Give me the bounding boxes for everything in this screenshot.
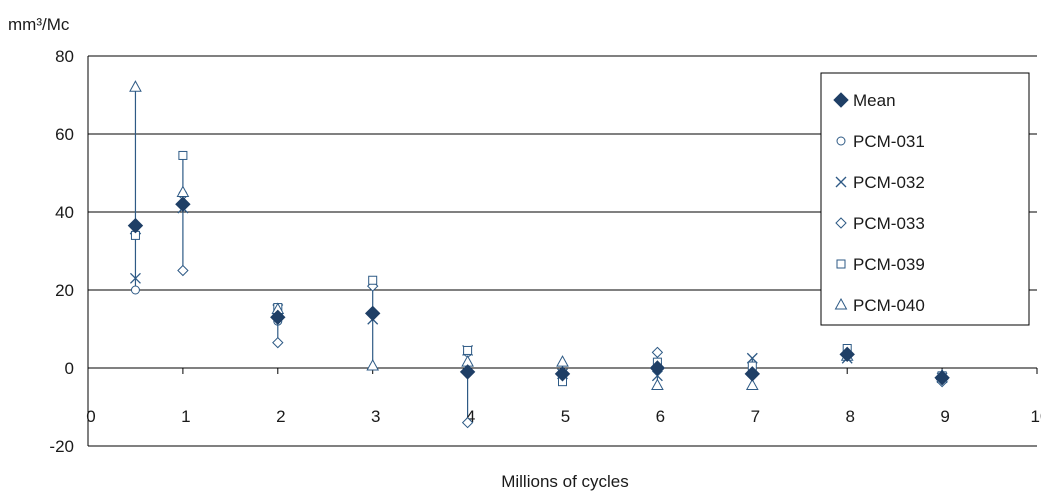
legend-marker-pcm-040 bbox=[834, 297, 848, 310]
x-tick-label: 3 bbox=[371, 407, 380, 426]
data-point-mean bbox=[649, 360, 666, 376]
data-point-pcm-031 bbox=[130, 285, 140, 295]
data-point-pcm-040 bbox=[745, 378, 759, 391]
legend-label-pcm-032: PCM-032 bbox=[853, 173, 925, 192]
legend-label-pcm-033: PCM-033 bbox=[853, 214, 925, 233]
legend-marker-mean bbox=[833, 92, 849, 108]
y-tick-label: 0 bbox=[65, 359, 74, 378]
data-point-pcm-040 bbox=[556, 355, 569, 367]
data-point-mean bbox=[554, 366, 571, 382]
data-point-pcm-033 bbox=[177, 264, 189, 277]
data-point-mean bbox=[270, 309, 286, 326]
y-tick-label: 40 bbox=[55, 203, 74, 222]
legend-marker-pcm-039 bbox=[836, 259, 846, 269]
x-tick-label: 0 bbox=[86, 407, 95, 426]
y-tick-label: 80 bbox=[55, 47, 74, 66]
data-point-pcm-032 bbox=[651, 370, 663, 382]
x-tick-label: 9 bbox=[940, 407, 949, 426]
grid bbox=[88, 55, 1037, 447]
data-point-pcm-033 bbox=[272, 336, 284, 349]
data-point-mean bbox=[175, 196, 191, 212]
axes: -20 0 20 40 60 80 0 1 2 3 4 5 6 7 8 9 10 bbox=[49, 47, 1041, 456]
data-point-pcm-040 bbox=[366, 359, 380, 371]
x-tick-label: 1 bbox=[181, 407, 190, 426]
data-point-pcm-032 bbox=[129, 272, 141, 284]
x-tick-label: 2 bbox=[276, 407, 285, 426]
data-point-mean bbox=[364, 305, 381, 322]
legend-label-pcm-031: PCM-031 bbox=[853, 132, 925, 151]
legend-marker-pcm-031 bbox=[836, 136, 846, 146]
data-point-pcm-040 bbox=[176, 185, 190, 197]
data-point-mean bbox=[744, 366, 761, 382]
y-tick-label: 20 bbox=[55, 281, 74, 300]
x-tick-label: 10 bbox=[1031, 407, 1041, 426]
legend: Mean PCM-031 PCM-032 PCM-033 PCM-039 PCM-040 bbox=[820, 72, 1030, 326]
x-tick-label: 5 bbox=[561, 407, 570, 426]
data-point-pcm-040 bbox=[129, 80, 142, 92]
legend-marker-pcm-033 bbox=[835, 217, 847, 229]
data-point-pcm-039 bbox=[463, 345, 473, 355]
data-point-pcm-033 bbox=[651, 346, 664, 359]
y-tick-label: 60 bbox=[55, 125, 74, 144]
legend-marker-pcm-032 bbox=[835, 176, 847, 188]
legend-label-mean: Mean bbox=[853, 91, 896, 110]
x-axis-label: Millions of cycles bbox=[501, 472, 629, 491]
data-point-pcm-033 bbox=[461, 416, 474, 429]
y-axis-label: mm³/Mc bbox=[8, 15, 70, 34]
x-tick-label: 7 bbox=[751, 407, 760, 426]
legend-box bbox=[820, 72, 1030, 326]
x-tick-label: 8 bbox=[845, 407, 854, 426]
data-point-pcm-039 bbox=[178, 150, 188, 160]
data-markers bbox=[127, 80, 950, 429]
data-point-mean bbox=[839, 346, 855, 363]
data-point-pcm-040 bbox=[651, 378, 664, 391]
legend-label-pcm-039: PCM-039 bbox=[853, 255, 925, 274]
x-tick-label: 6 bbox=[656, 407, 665, 426]
data-point-mean bbox=[459, 364, 476, 380]
x-tick-label: 4 bbox=[466, 407, 475, 426]
legend-label-pcm-040: PCM-040 bbox=[853, 296, 925, 315]
y-tick-label: -20 bbox=[49, 437, 74, 456]
data-point-pcm-039 bbox=[368, 275, 378, 285]
data-point-mean bbox=[934, 370, 950, 386]
data-point-mean bbox=[127, 217, 144, 234]
